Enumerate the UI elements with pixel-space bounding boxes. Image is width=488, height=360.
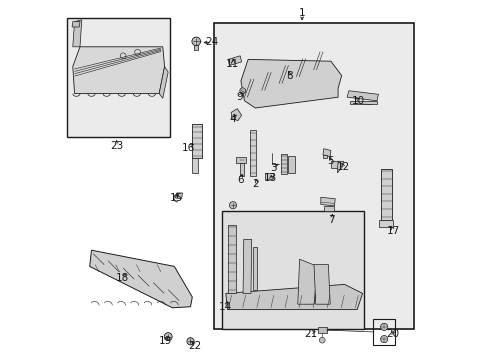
Polygon shape xyxy=(175,193,182,199)
Polygon shape xyxy=(231,109,241,121)
Polygon shape xyxy=(228,56,241,66)
Polygon shape xyxy=(243,239,251,293)
Text: 7: 7 xyxy=(327,215,334,225)
Polygon shape xyxy=(159,67,168,98)
Polygon shape xyxy=(288,156,294,173)
Circle shape xyxy=(380,336,387,343)
Text: 20: 20 xyxy=(386,329,399,339)
Text: 22: 22 xyxy=(188,341,201,351)
Polygon shape xyxy=(297,259,317,304)
Circle shape xyxy=(186,338,194,345)
Bar xyxy=(373,319,394,345)
Text: 4: 4 xyxy=(229,114,236,124)
Polygon shape xyxy=(313,265,329,304)
Polygon shape xyxy=(252,247,257,290)
Polygon shape xyxy=(236,157,246,163)
Bar xyxy=(222,211,364,329)
Polygon shape xyxy=(331,161,338,168)
Text: 21: 21 xyxy=(304,329,317,339)
Polygon shape xyxy=(72,22,80,27)
Circle shape xyxy=(164,333,172,341)
Polygon shape xyxy=(349,101,376,104)
Polygon shape xyxy=(227,225,235,293)
Text: 19: 19 xyxy=(158,336,172,346)
Text: 17: 17 xyxy=(386,226,399,236)
Polygon shape xyxy=(192,124,202,158)
Circle shape xyxy=(192,37,200,46)
Bar xyxy=(67,18,170,137)
Text: 1: 1 xyxy=(298,8,305,18)
Polygon shape xyxy=(265,174,273,179)
Polygon shape xyxy=(337,161,343,173)
Circle shape xyxy=(380,323,387,330)
Polygon shape xyxy=(322,149,330,157)
Polygon shape xyxy=(89,250,192,308)
Text: 9: 9 xyxy=(236,92,243,102)
Text: 5: 5 xyxy=(326,156,333,166)
Polygon shape xyxy=(346,91,378,101)
Circle shape xyxy=(239,88,245,94)
Polygon shape xyxy=(73,47,164,94)
Polygon shape xyxy=(225,284,362,310)
Text: 23: 23 xyxy=(110,141,123,151)
Polygon shape xyxy=(323,206,333,211)
Polygon shape xyxy=(379,220,392,227)
Polygon shape xyxy=(381,169,391,220)
Bar xyxy=(213,23,413,329)
Text: 8: 8 xyxy=(285,71,292,81)
Text: 10: 10 xyxy=(350,96,364,106)
Polygon shape xyxy=(241,59,341,108)
Polygon shape xyxy=(318,327,326,333)
Text: 18: 18 xyxy=(116,273,129,283)
Text: 11: 11 xyxy=(225,59,239,69)
Text: 3: 3 xyxy=(270,163,276,173)
Text: 16: 16 xyxy=(182,143,195,153)
Text: 13: 13 xyxy=(263,173,277,183)
Text: 24: 24 xyxy=(204,37,218,48)
Polygon shape xyxy=(322,155,326,158)
Text: 15: 15 xyxy=(169,193,183,203)
Polygon shape xyxy=(192,158,197,173)
Text: 2: 2 xyxy=(251,179,258,189)
Polygon shape xyxy=(249,130,256,176)
Circle shape xyxy=(229,202,236,209)
Text: 14: 14 xyxy=(219,302,232,312)
Text: 12: 12 xyxy=(336,162,349,172)
Polygon shape xyxy=(194,45,198,50)
Polygon shape xyxy=(280,154,286,174)
Polygon shape xyxy=(73,20,81,47)
Circle shape xyxy=(319,337,325,343)
Polygon shape xyxy=(240,163,244,176)
Text: 6: 6 xyxy=(236,175,243,185)
Polygon shape xyxy=(320,197,335,206)
